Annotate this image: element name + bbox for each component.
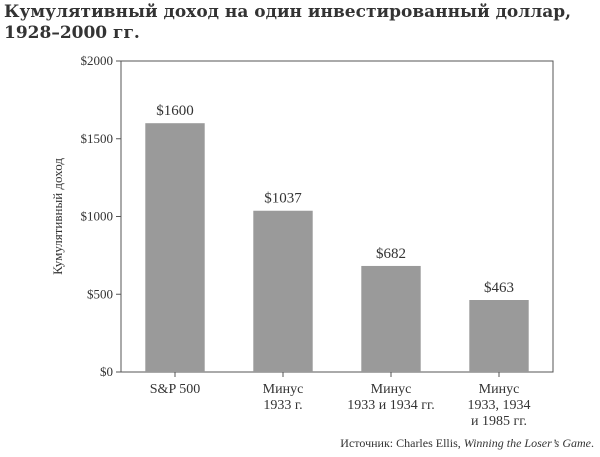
source-note: Источник: Charles Ellis, Winning the Los… (340, 436, 594, 451)
x-tick-label: Минус (479, 382, 520, 397)
chart-title-line-1: Кумулятивный доход на один инвестированн… (4, 2, 572, 22)
x-tick-label: 1933 г. (263, 398, 302, 413)
y-tick-label: $500 (87, 286, 113, 301)
bar-value-label: $682 (376, 246, 406, 262)
x-tick-label: S&P 500 (150, 382, 200, 397)
x-tick-label: 1933, 1934 (468, 398, 531, 413)
source-suffix: . (591, 436, 594, 450)
y-tick-label: $1000 (81, 209, 114, 224)
y-tick-label: $2000 (81, 53, 114, 68)
x-tick-label: 1933 и 1934 гг. (347, 398, 434, 413)
y-tick-label: $1500 (81, 131, 114, 146)
chart-title-line-2: 1928–2000 гг. (4, 23, 140, 43)
bar-value-label: $463 (484, 280, 514, 296)
source-title: Winning the Loser’s Game (463, 436, 591, 450)
bar-value-label: $1600 (156, 103, 194, 119)
bar (361, 265, 421, 372)
bar-value-label: $1037 (264, 191, 302, 207)
x-tick-label: Минус (371, 382, 412, 397)
y-tick-label: $0 (100, 364, 113, 379)
y-axis-label: Кумулятивный доход (50, 158, 65, 275)
source-prefix: Источник: Charles Ellis, (340, 436, 464, 450)
bar (145, 123, 205, 372)
x-tick-label: и 1985 гг. (471, 414, 527, 429)
x-tick-label: Минус (263, 382, 304, 397)
bar (253, 210, 313, 372)
chart-title: Кумулятивный доход на один инвестированн… (4, 2, 596, 44)
bar (469, 300, 529, 372)
